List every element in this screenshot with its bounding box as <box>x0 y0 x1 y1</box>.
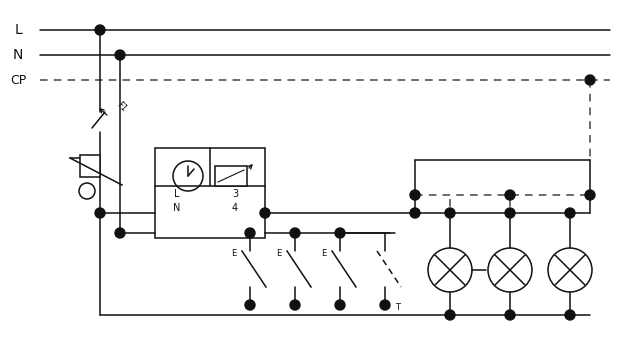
Circle shape <box>260 208 270 218</box>
Circle shape <box>95 208 105 218</box>
Text: E: E <box>276 248 281 258</box>
Text: F1: F1 <box>115 100 128 114</box>
Circle shape <box>410 190 420 200</box>
Circle shape <box>585 190 595 200</box>
Circle shape <box>445 310 455 320</box>
Circle shape <box>505 190 515 200</box>
Circle shape <box>505 310 515 320</box>
Text: N: N <box>174 203 180 213</box>
Text: 3: 3 <box>232 189 238 199</box>
Circle shape <box>290 228 300 238</box>
Circle shape <box>290 300 300 310</box>
Bar <box>155 148 265 238</box>
Circle shape <box>115 50 125 60</box>
Text: E: E <box>321 248 326 258</box>
Text: E: E <box>231 248 236 258</box>
Circle shape <box>115 228 125 238</box>
Text: T: T <box>395 302 400 312</box>
Bar <box>215 166 247 186</box>
Circle shape <box>585 75 595 85</box>
Circle shape <box>380 300 390 310</box>
Circle shape <box>565 208 575 218</box>
Text: N: N <box>13 48 23 62</box>
Circle shape <box>410 208 420 218</box>
Circle shape <box>505 208 515 218</box>
Circle shape <box>335 300 345 310</box>
Text: L: L <box>174 189 180 199</box>
Circle shape <box>335 228 345 238</box>
Circle shape <box>245 300 255 310</box>
Text: CP: CP <box>10 74 26 86</box>
Text: L: L <box>14 23 22 37</box>
Circle shape <box>565 310 575 320</box>
Circle shape <box>95 25 105 35</box>
Circle shape <box>245 228 255 238</box>
Bar <box>80 155 100 177</box>
Circle shape <box>445 208 455 218</box>
Text: 4: 4 <box>232 203 238 213</box>
